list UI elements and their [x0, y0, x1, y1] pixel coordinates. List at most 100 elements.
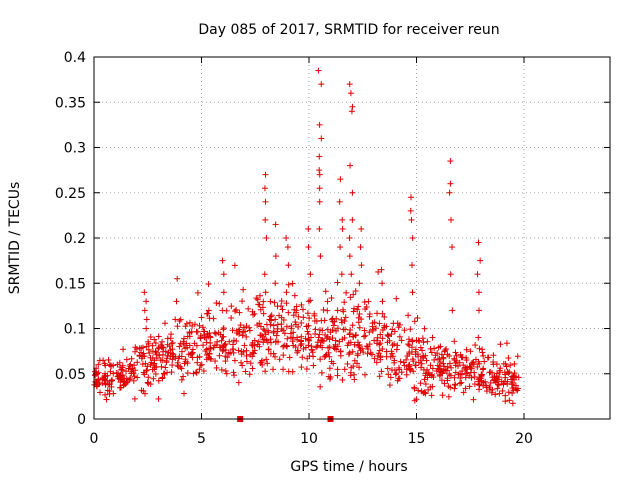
- data-point: [150, 375, 157, 382]
- data-point: [352, 332, 359, 339]
- data-point: [178, 376, 185, 383]
- data-point: [376, 347, 383, 354]
- data-point: [354, 339, 361, 346]
- data-point: [507, 362, 514, 369]
- data-point: [479, 349, 486, 356]
- data-point: [194, 359, 201, 366]
- data-point: [392, 371, 399, 378]
- y-tick-label: 0.15: [55, 276, 86, 292]
- data-point: [326, 336, 333, 343]
- data-point: [347, 294, 354, 301]
- data-point: [106, 388, 113, 395]
- data-point: [191, 321, 198, 328]
- data-point: [162, 320, 169, 327]
- data-point: [421, 376, 428, 383]
- data-point: [285, 281, 292, 288]
- data-point: [172, 354, 179, 361]
- data-point: [454, 363, 461, 370]
- data-point: [355, 319, 362, 326]
- data-point: [235, 347, 242, 354]
- data-point: [259, 304, 266, 311]
- data-point: [321, 353, 328, 360]
- spike-point: [347, 162, 354, 169]
- data-point: [230, 337, 237, 344]
- data-point: [458, 354, 465, 361]
- data-point: [298, 301, 305, 308]
- data-point: [275, 338, 282, 345]
- data-point: [487, 379, 494, 386]
- spike-point: [263, 235, 270, 241]
- data-point: [333, 346, 340, 353]
- data-point: [191, 340, 198, 347]
- spike-point: [316, 225, 323, 232]
- x-tick-label: 0: [90, 431, 99, 447]
- data-point: [460, 362, 467, 369]
- data-point: [466, 372, 473, 379]
- data-point: [246, 324, 253, 331]
- data-point: [134, 374, 141, 381]
- spike-point: [307, 271, 314, 278]
- data-point: [149, 348, 156, 355]
- data-point: [514, 387, 521, 394]
- spike-point: [346, 253, 353, 260]
- data-point: [145, 374, 152, 381]
- data-point: [181, 335, 188, 342]
- data-point: [267, 313, 274, 320]
- data-point: [253, 295, 260, 302]
- spike-point: [262, 216, 269, 223]
- data-point: [271, 299, 278, 306]
- data-point: [424, 374, 431, 381]
- data-point: [178, 353, 185, 360]
- data-point: [495, 382, 502, 389]
- data-point: [394, 320, 401, 327]
- data-point: [324, 307, 331, 314]
- data-point: [350, 291, 357, 298]
- data-point: [187, 351, 194, 358]
- data-point: [338, 319, 345, 326]
- data-point: [298, 364, 305, 371]
- data-point: [288, 323, 295, 330]
- data-point: [141, 371, 148, 378]
- x-tick-label: 5: [197, 431, 206, 447]
- data-point: [510, 374, 517, 381]
- data-point: [160, 348, 167, 355]
- data-point: [131, 362, 138, 369]
- data-point: [478, 372, 485, 379]
- data-point: [240, 324, 247, 331]
- data-point: [307, 297, 314, 304]
- data-point: [194, 289, 201, 296]
- data-point: [446, 371, 453, 378]
- data-point: [278, 298, 285, 305]
- data-point: [325, 344, 332, 351]
- data-point: [397, 358, 404, 365]
- data-point: [505, 355, 512, 362]
- data-point: [422, 390, 429, 397]
- data-point: [239, 332, 246, 339]
- data-point: [317, 356, 324, 363]
- data-point: [500, 380, 507, 387]
- data-point: [466, 383, 473, 390]
- data-point: [147, 381, 154, 388]
- data-point: [213, 364, 220, 371]
- data-point: [212, 358, 219, 365]
- data-point: [470, 396, 477, 403]
- data-point: [442, 347, 449, 354]
- data-point: [444, 377, 451, 384]
- data-point: [328, 316, 335, 323]
- data-point: [274, 321, 281, 328]
- data-point: [391, 328, 398, 335]
- data-point: [379, 335, 386, 342]
- data-point: [405, 336, 412, 343]
- data-point: [346, 331, 353, 338]
- data-point: [251, 337, 258, 344]
- data-point: [205, 281, 212, 288]
- data-point: [340, 326, 347, 333]
- data-point: [264, 360, 271, 367]
- spike-point: [262, 198, 269, 205]
- data-point: [158, 363, 165, 370]
- data-point: [193, 369, 200, 376]
- data-point: [110, 362, 117, 369]
- data-point: [105, 356, 112, 363]
- data-point: [334, 279, 341, 286]
- data-point: [289, 338, 296, 345]
